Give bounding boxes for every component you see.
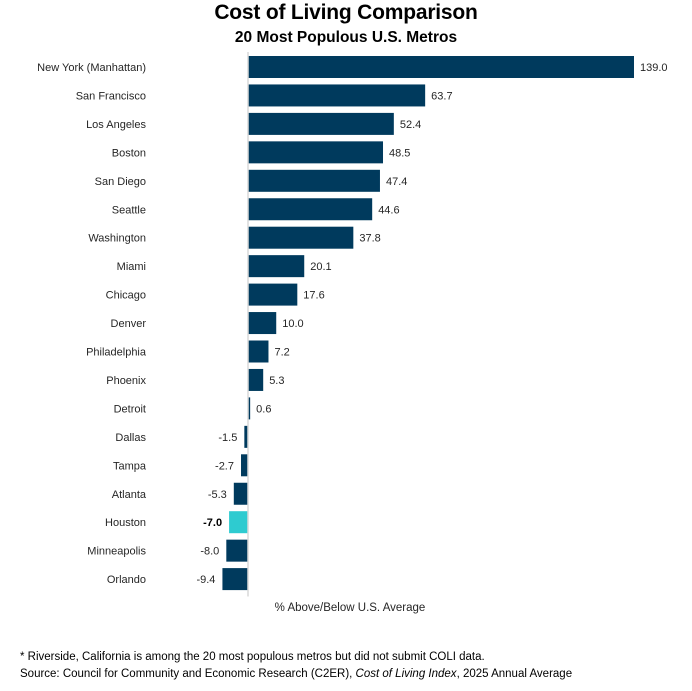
value-label: 44.6	[378, 204, 399, 216]
category-label: Miami	[117, 261, 146, 273]
value-label: 0.6	[256, 403, 271, 415]
category-label: Detroit	[114, 403, 146, 415]
bar-san-francisco	[248, 84, 426, 107]
bar-chart: New York (Manhattan) 139.0 San Francisco 63…	[37, 52, 668, 597]
category-label: San Diego	[95, 176, 146, 188]
bar-houston	[229, 511, 249, 534]
bar-los-angeles	[248, 112, 394, 135]
value-label: 47.4	[386, 176, 407, 188]
category-label: Tampa	[113, 460, 147, 472]
bar-denver	[248, 312, 277, 335]
category-label: Philadelphia	[86, 347, 147, 359]
bar-philadelphia	[248, 340, 269, 363]
value-label: 52.4	[400, 119, 421, 131]
bar-chicago	[248, 283, 298, 306]
bar-detroit	[248, 397, 251, 420]
chart-title: Cost of Living Comparison	[214, 1, 478, 24]
value-label: 20.1	[310, 261, 331, 273]
category-label: Washington	[88, 233, 146, 245]
bar-new-york-manhattan	[248, 56, 634, 78]
bar-seattle	[248, 198, 373, 221]
value-label: -2.7	[215, 460, 234, 472]
value-label: -1.5	[218, 432, 237, 444]
value-label: -7.0	[203, 517, 222, 529]
source-title: Cost of Living Index	[355, 668, 457, 680]
category-label: Minneapolis	[87, 546, 146, 558]
category-label: Phoenix	[106, 375, 146, 387]
value-label: -8.0	[200, 546, 219, 558]
bar-phoenix	[248, 368, 264, 391]
value-label: -5.3	[208, 489, 227, 501]
category-label: Atlanta	[112, 489, 147, 501]
category-label: Seattle	[112, 204, 146, 216]
chart-subtitle: 20 Most Populous U.S. Metros	[234, 29, 458, 46]
value-label: 37.8	[359, 233, 380, 245]
bar-miami	[248, 255, 305, 278]
value-label: 48.5	[389, 147, 410, 159]
value-label: 17.6	[303, 290, 324, 302]
value-label: 5.3	[269, 375, 284, 387]
labels-layer: New York (Manhattan) 139.0 San Francisco 63…	[37, 62, 667, 586]
bar-minneapolis	[226, 539, 249, 562]
bar-boston	[248, 141, 384, 164]
bar-washington	[248, 226, 354, 249]
category-label: Denver	[111, 318, 147, 330]
category-label: New York (Manhattan)	[37, 62, 146, 74]
bar-atlanta	[233, 482, 249, 505]
bar-orlando	[222, 568, 249, 591]
category-label: San Francisco	[76, 90, 146, 102]
category-label: Houston	[105, 517, 146, 529]
value-label: -9.4	[196, 574, 215, 586]
value-label: 139.0	[640, 62, 668, 74]
category-label: Dallas	[115, 432, 146, 444]
footnote: * Riverside, California is among the 20 …	[20, 651, 485, 663]
source-prefix: Source: Council for Community and Econom…	[20, 668, 356, 680]
category-label: Los Angeles	[86, 119, 146, 131]
value-label: 7.2	[274, 347, 289, 359]
bar-dallas	[244, 425, 249, 448]
bars-layer	[222, 56, 634, 591]
bar-san-diego	[248, 169, 380, 192]
bar-tampa	[241, 454, 249, 477]
category-label: Orlando	[107, 574, 146, 586]
x-axis-label: % Above/Below U.S. Average	[274, 602, 426, 614]
category-label: Boston	[112, 147, 146, 159]
source-note: Source: Council for Community and Econom…	[20, 668, 572, 680]
source-suffix: , 2025 Annual Average	[456, 668, 573, 680]
value-label: 10.0	[282, 318, 303, 330]
category-label: Chicago	[106, 290, 146, 302]
value-label: 63.7	[431, 90, 452, 102]
